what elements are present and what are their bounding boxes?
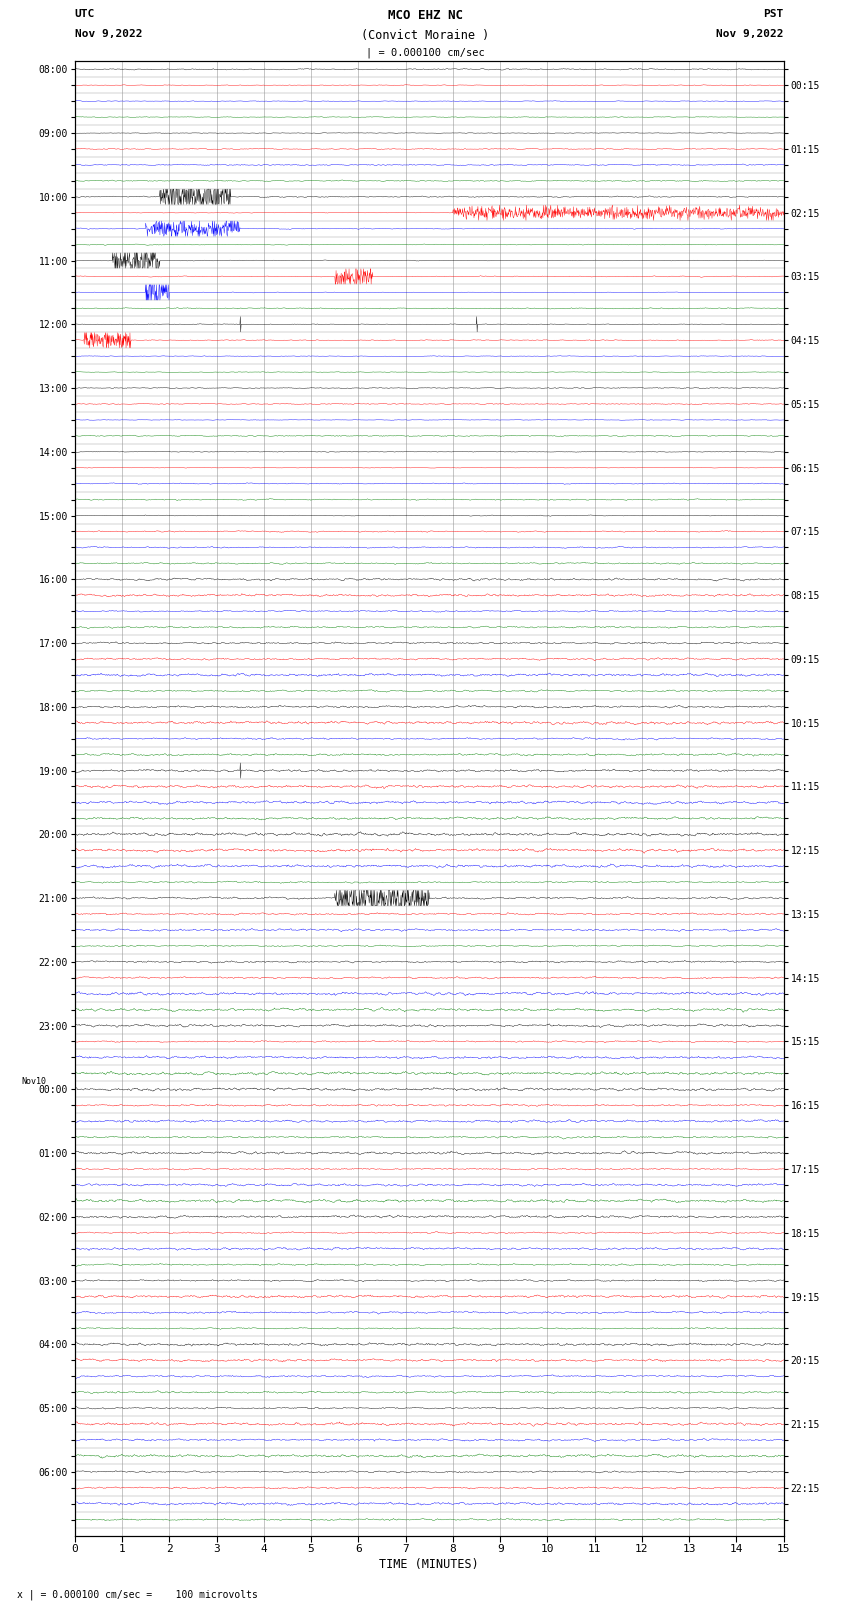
Text: PST: PST (763, 10, 784, 19)
Text: (Convict Moraine ): (Convict Moraine ) (361, 29, 489, 42)
Text: | = 0.000100 cm/sec: | = 0.000100 cm/sec (366, 48, 484, 58)
X-axis label: TIME (MINUTES): TIME (MINUTES) (379, 1558, 479, 1571)
Text: Nov10: Nov10 (21, 1077, 47, 1086)
Text: UTC: UTC (75, 10, 95, 19)
Text: x | = 0.000100 cm/sec =    100 microvolts: x | = 0.000100 cm/sec = 100 microvolts (17, 1589, 258, 1600)
Text: Nov 9,2022: Nov 9,2022 (717, 29, 784, 39)
Text: Nov 9,2022: Nov 9,2022 (75, 29, 142, 39)
Text: MCO EHZ NC: MCO EHZ NC (388, 10, 462, 23)
